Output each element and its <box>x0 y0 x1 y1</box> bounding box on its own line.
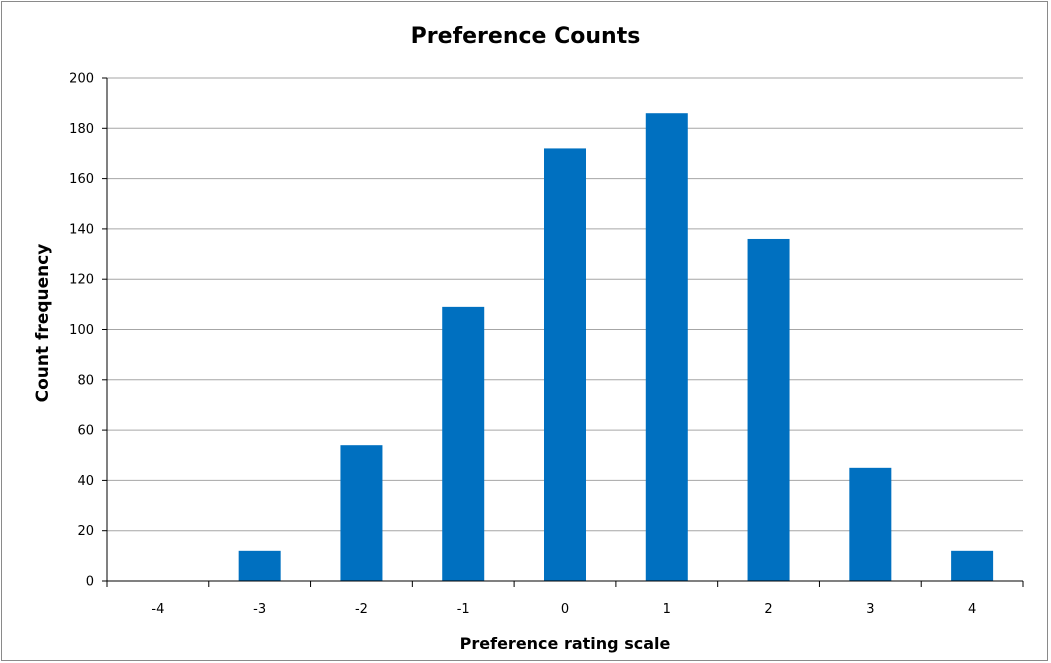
bar <box>645 113 688 582</box>
y-tick-label: 40 <box>77 474 94 489</box>
y-tick-label: 100 <box>69 323 94 338</box>
x-tick-label: 4 <box>968 602 976 617</box>
x-tick-label: -3 <box>253 602 266 617</box>
chart-title: Preference Counts <box>410 24 641 49</box>
y-tick-label: 200 <box>69 72 94 87</box>
x-tick-label: 0 <box>561 602 569 617</box>
bar <box>747 238 790 581</box>
y-tick-label: 140 <box>69 222 94 237</box>
bar <box>951 550 994 581</box>
bar <box>442 306 485 581</box>
y-tick-label: 20 <box>77 524 94 539</box>
bar <box>544 148 586 582</box>
bar <box>849 467 892 581</box>
bar <box>340 445 383 581</box>
x-tick-label: -1 <box>457 602 470 617</box>
y-tick-label: 80 <box>77 373 94 388</box>
x-axis-label: Preference rating scale <box>459 634 671 653</box>
y-tick-label: 120 <box>69 273 94 288</box>
y-tick-label: 0 <box>86 575 94 590</box>
x-tick-label: 1 <box>663 602 671 617</box>
y-tick-label: 180 <box>69 122 94 137</box>
bar <box>238 550 281 581</box>
x-tick-label: 2 <box>764 602 772 617</box>
x-tick-label: -2 <box>355 602 368 617</box>
y-tick-label: 160 <box>69 172 94 187</box>
y-tick-label: 60 <box>77 424 94 439</box>
x-tick-label: -4 <box>151 602 164 617</box>
x-tick-label: 3 <box>866 602 874 617</box>
